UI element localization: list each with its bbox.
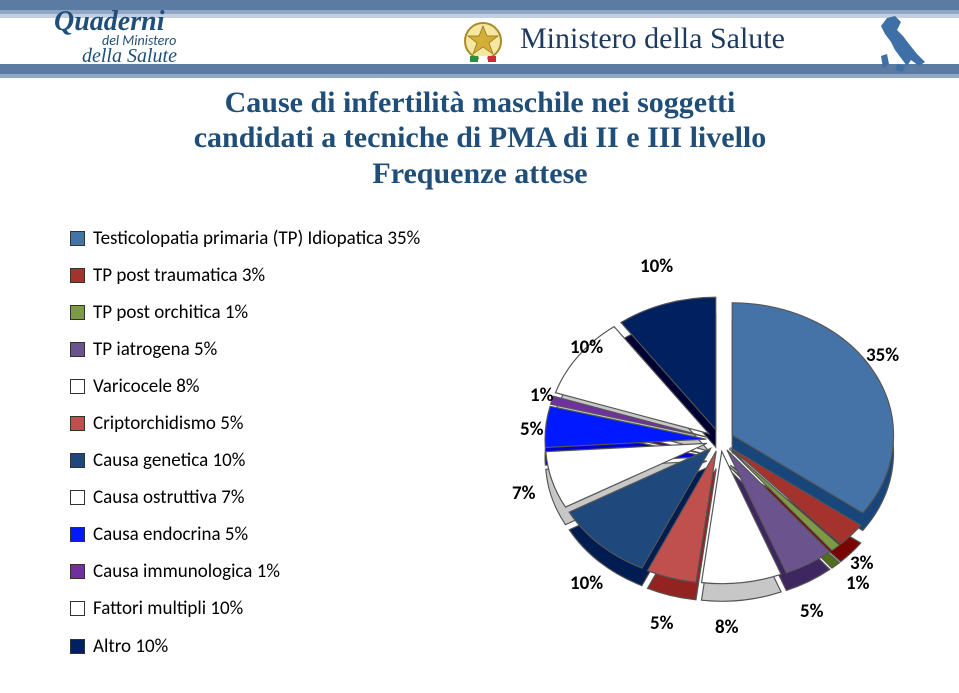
legend-swatch — [70, 305, 85, 320]
legend-item: TP post traumatica 3% — [70, 257, 420, 294]
slide-title: Cause di infertilità maschile nei sogget… — [90, 86, 870, 192]
legend-label: Testicolopatia primaria (TP) Idiopatica … — [93, 220, 420, 257]
legend-item: Varicocele 8% — [70, 368, 420, 405]
legend-label: Causa genetica 10% — [93, 442, 245, 479]
legend-swatch — [70, 564, 85, 579]
legend-swatch — [70, 379, 85, 394]
legend-label: Varicocele 8% — [93, 368, 200, 405]
legend-item: Causa ostruttiva 7% — [70, 479, 420, 516]
italy-map-icon — [867, 14, 937, 74]
data-label: 10% — [570, 572, 603, 595]
data-label: 5% — [650, 612, 673, 635]
data-label: 8% — [715, 616, 738, 639]
legend-swatch — [70, 601, 85, 616]
data-label: 7% — [512, 482, 535, 505]
data-label: 5% — [520, 418, 543, 441]
data-label: 10% — [640, 255, 673, 278]
title-line-2: candidati a tecniche di PMA di II e III … — [90, 121, 870, 156]
legend-swatch — [70, 453, 85, 468]
legend-label: Fattori multipli 10% — [93, 590, 243, 627]
legend-label: Causa immunologica 1% — [93, 553, 280, 590]
legend-swatch — [70, 231, 85, 246]
title-line-1: Cause di infertilità maschile nei sogget… — [90, 86, 870, 121]
legend-label: TP iatrogena 5% — [93, 331, 217, 368]
data-label: 10% — [570, 336, 603, 359]
legend-swatch — [70, 268, 85, 283]
data-label: 1% — [846, 572, 869, 595]
legend-swatch — [70, 527, 85, 542]
brand-sub2: della Salute — [82, 45, 177, 68]
legend-label: Altro 10% — [93, 628, 168, 665]
chart-legend: Testicolopatia primaria (TP) Idiopatica … — [70, 220, 420, 665]
legend-item: Causa genetica 10% — [70, 442, 420, 479]
legend-label: Criptorchidismo 5% — [93, 405, 243, 442]
legend-item: Causa endocrina 5% — [70, 516, 420, 553]
legend-swatch — [70, 342, 85, 357]
legend-label: Causa ostruttiva 7% — [93, 479, 244, 516]
legend-item: Altro 10% — [70, 628, 420, 665]
header-band: Quaderni del Ministero della Salute Mini… — [0, 0, 959, 76]
legend-item: Criptorchidismo 5% — [70, 405, 420, 442]
data-label: 35% — [866, 344, 899, 367]
legend-item: Causa immunologica 1% — [70, 553, 420, 590]
legend-swatch — [70, 639, 85, 654]
legend-label: TP post orchitica 1% — [93, 294, 248, 331]
legend-item: TP post orchitica 1% — [70, 294, 420, 331]
legend-swatch — [70, 416, 85, 431]
pie-chart — [500, 230, 940, 670]
legend-label: TP post traumatica 3% — [93, 257, 265, 294]
data-label: 5% — [800, 600, 823, 623]
legend-item: Testicolopatia primaria (TP) Idiopatica … — [70, 220, 420, 257]
title-line-3: Frequenze attese — [90, 157, 870, 192]
state-emblem-icon — [460, 18, 506, 64]
legend-item: Fattori multipli 10% — [70, 590, 420, 627]
legend-swatch — [70, 490, 85, 505]
legend-label: Causa endocrina 5% — [93, 516, 248, 553]
header-stripe — [0, 74, 959, 78]
data-label: 3% — [850, 552, 873, 575]
data-label: 1% — [530, 384, 553, 407]
quaderni-logo: Quaderni del Ministero della Salute — [54, 6, 177, 68]
legend-item: TP iatrogena 5% — [70, 331, 420, 368]
ministry-script: Ministero della Salute — [520, 22, 785, 56]
